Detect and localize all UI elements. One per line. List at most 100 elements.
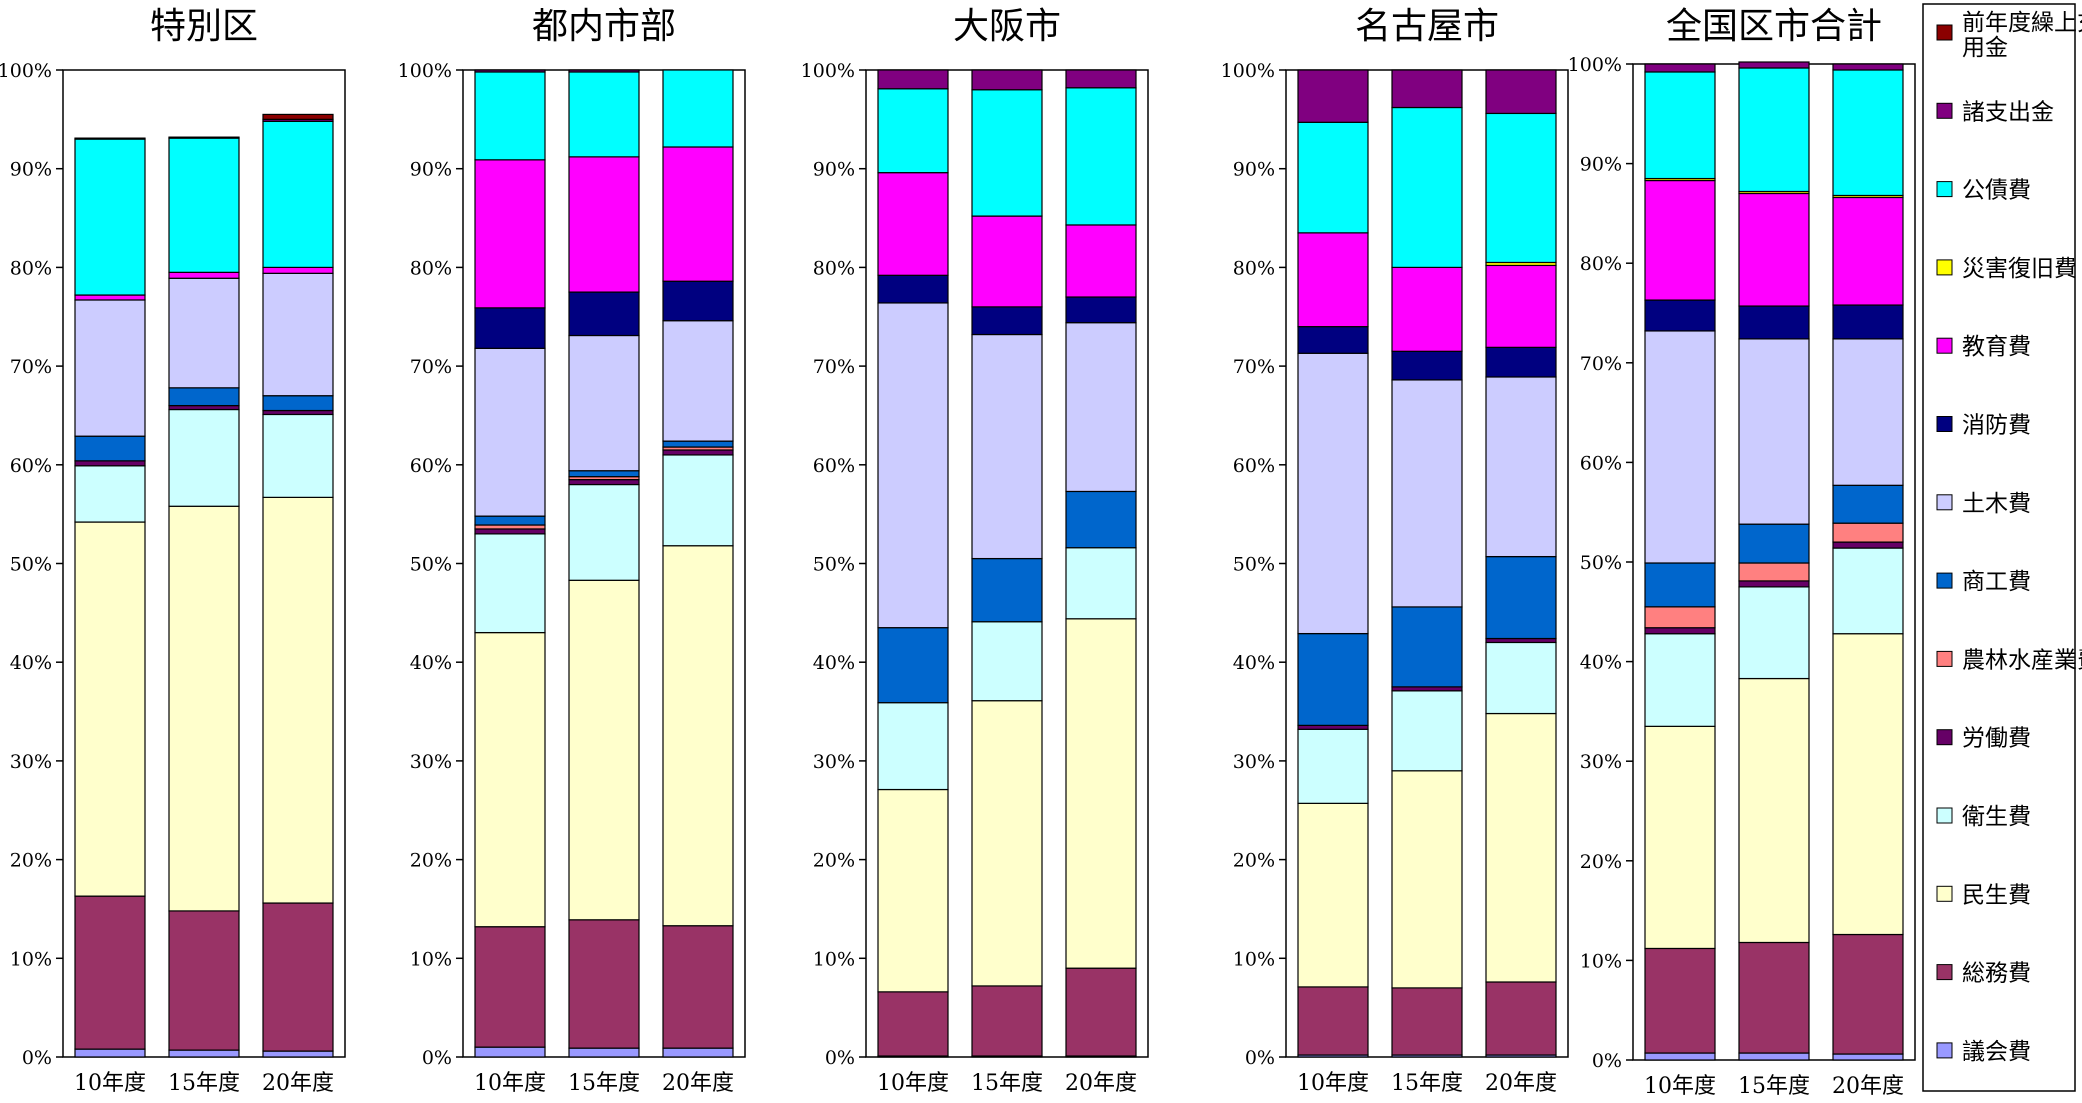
bar-segment-kosaihi [474,71,546,161]
bar-segment-kyoiku [568,156,640,293]
y-tick-label: 0% [422,1047,452,1069]
bar-segment-eisei [1297,728,1369,804]
bar-segment-shoko [568,470,640,478]
x-tick-label: 15年度 [1738,1074,1810,1099]
bar-segment-shoshishutsu [1485,69,1557,115]
y-tick-label: 100% [801,60,855,82]
bar-segment-minsei [168,505,240,912]
bar-segment-minsei [1391,770,1463,989]
bar-segment-kyoiku [877,172,949,276]
x-tick-label: 10年度 [877,1071,949,1096]
bar-segment-doboku [474,347,546,517]
bar-segment-kyoiku [1485,264,1557,348]
legend-label-shoko: 商工費 [1962,569,2031,595]
panel-title: 大阪市 [953,6,1061,47]
chart-panel-1: 特別区 0% 10% 20% 30% 40% 50% 60% 70% 80% 90% 100% 10年度… [0,6,346,1096]
bar-segment-kosaihi [74,138,146,296]
x-tick-label: 20年度 [262,1071,334,1096]
y-tick-label: 50% [410,554,452,576]
y-tick-label: 70% [10,356,52,378]
legend-label-rodo: 労働費 [1962,726,2031,752]
x-tick-label: 10年度 [474,1071,546,1096]
y-tick-label: 30% [1233,751,1275,773]
y-tick-label: 10% [1580,950,1622,972]
bar-segment-somu [1644,947,1716,1054]
y-tick-label: 100% [1221,60,1275,82]
bar-segment-shoshishutsu [474,69,546,73]
bar-segment-kosaihi [1485,112,1557,264]
bar-segment-kosaihi [1391,106,1463,268]
bar-segment-eisei [568,483,640,581]
x-tick-label: 20年度 [1485,1071,1557,1096]
bar-segment-shoshishutsu [74,137,146,140]
chart-panel-5: 全国区市合計 0% 10% 20% 30% 40% 50% 60% 70% 80% 90% 100% 1… [1568,6,1916,1099]
y-tick-label: 40% [410,652,452,674]
bar-segment-rodo [1738,580,1810,588]
bar-segment-shoko [74,435,146,462]
legend-label-gikai: 議会費 [1962,1039,2031,1065]
y-tick-label: 40% [10,652,52,674]
legend-label-somu: 総務費 [1962,961,2031,987]
bar-segment-norin [1644,606,1716,629]
bar-segment-shobo [1644,299,1716,332]
x-tick-label: 20年度 [662,1071,734,1096]
bar-segment-shoko [1644,562,1716,608]
bar-segment-kosaihi [1644,71,1716,180]
bar-segment-kyoiku [1644,179,1716,301]
legend-label-eisei: 衛生費 [1962,804,2031,830]
y-tick-label: 90% [410,159,452,181]
y-tick-label: 0% [825,1047,855,1069]
y-tick-label: 60% [1233,455,1275,477]
x-tick-label: 15年度 [1391,1071,1463,1096]
bar-segment-shoko [168,387,240,407]
bar-segment-shoko [1065,490,1137,549]
x-tick-label: 15年度 [168,1071,240,1096]
bar-segment-kyoiku [74,294,146,301]
legend-label-kosaihi: 公債費 [1962,178,2031,204]
y-tick-label: 70% [1580,353,1622,375]
bar-segment-doboku [877,302,949,629]
bar-segment-kosaihi [1065,87,1137,226]
x-tick-label: 15年度 [971,1071,1043,1096]
bar-segment-eisei [1391,690,1463,772]
y-tick-label: 70% [410,356,452,378]
bar-segment-kyoiku [662,146,734,282]
bar-segment-gikai [1644,1052,1716,1061]
bar-segment-minsei [1065,618,1137,969]
y-tick-label: 70% [1233,356,1275,378]
y-tick-label: 20% [813,850,855,872]
y-tick-label: 20% [410,850,452,872]
bar-segment-doboku [168,277,240,389]
bar-segment-norin [1738,562,1810,582]
bar-segment-kosaihi [262,120,334,269]
bar-segment-minsei [877,788,949,993]
bar-segment-shoshishutsu [168,136,240,139]
bar-segment-somu [168,910,240,1051]
bar-segment-kyoiku [262,266,334,274]
bar-segment-doboku [74,299,146,437]
bar-segment-gikai [1832,1053,1904,1061]
legend-swatch-shobo [1936,416,1953,432]
bar-segment-shobo [877,274,949,304]
chart-panels: 特別区 0% 10% 20% 30% 40% 50% 60% 70% 80% 90% 100% 10年度… [0,6,1916,1099]
legend-swatch-eisei [1936,807,1953,824]
bar-segment-gikai [568,1047,640,1058]
bar-segment-zenendo [262,113,334,120]
bar-segment-kosaihi [971,89,1043,217]
y-tick-label: 20% [10,850,52,872]
y-tick-label: 10% [410,948,452,970]
bar-segment-shobo [1297,326,1369,354]
y-tick-label: 50% [1233,554,1275,576]
bar-segment-shoshishutsu [1297,69,1369,123]
bar-segment-minsei [971,700,1043,987]
bar-segment-kyoiku [1391,266,1463,352]
y-tick-label: 10% [813,948,855,970]
bar-segment-somu [1297,986,1369,1056]
y-tick-label: 30% [10,751,52,773]
bar-segment-shoshishutsu [568,69,640,73]
bar-segment-kosaihi [1297,121,1369,234]
bar-segment-shoko [1738,523,1810,564]
y-tick-label: 90% [1580,154,1622,176]
bar-segment-somu [1832,933,1904,1055]
